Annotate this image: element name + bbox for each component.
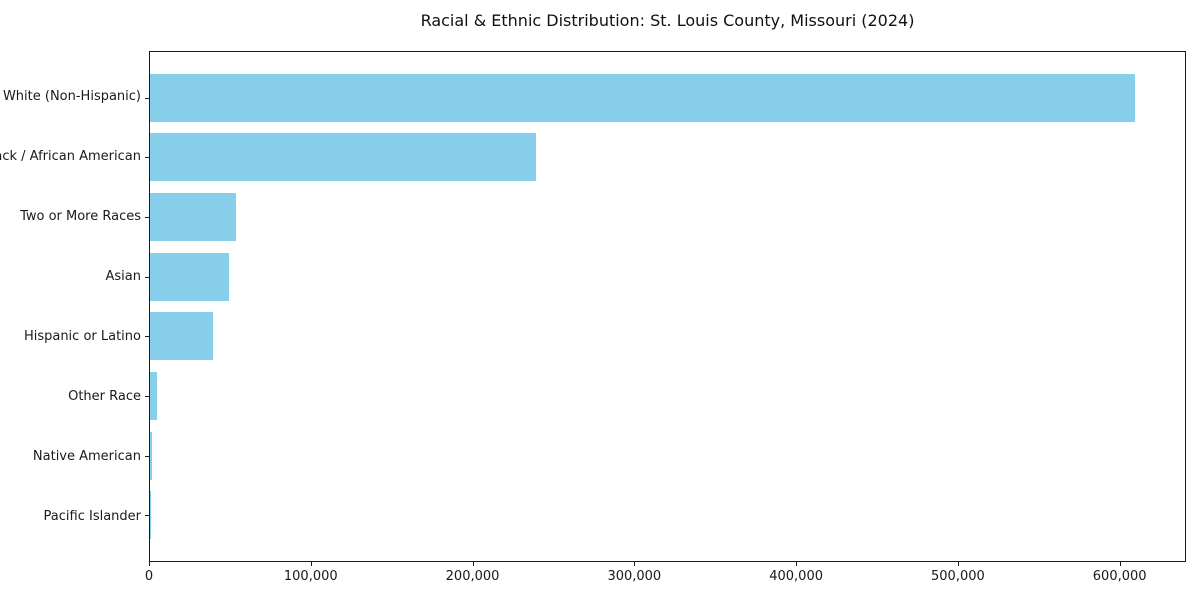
x-tick-label: 300,000 bbox=[607, 569, 662, 584]
bar-row bbox=[145, 485, 1185, 545]
bar-row bbox=[145, 187, 1185, 247]
y-tick-mark bbox=[145, 395, 149, 397]
y-axis-label: Other Race bbox=[68, 388, 141, 404]
bar-row bbox=[145, 307, 1185, 367]
chart-title: Racial & Ethnic Distribution: St. Louis … bbox=[420, 11, 915, 30]
y-tick-mark bbox=[145, 157, 149, 159]
x-tick-label: 500,000 bbox=[931, 569, 985, 584]
x-tick-mark bbox=[957, 562, 959, 566]
bar bbox=[150, 371, 158, 420]
x-tick-label: 100,000 bbox=[283, 569, 338, 584]
x-tick-label: 0 bbox=[144, 569, 154, 584]
y-tick-mark bbox=[145, 336, 149, 338]
bar bbox=[150, 133, 536, 182]
bar bbox=[150, 193, 236, 242]
x-axis: 0 100,000 200,000 300,000 400,000 500,000 600,… bbox=[145, 562, 1186, 592]
y-axis-labels: White (Non-Hispanic) Black / African Amer… bbox=[0, 51, 141, 562]
x-tick-label: 200,000 bbox=[445, 569, 500, 584]
y-axis-label: Pacific Islander bbox=[43, 508, 141, 524]
bar-row bbox=[145, 247, 1185, 307]
bar bbox=[150, 312, 213, 361]
y-axis-label: Asian bbox=[105, 269, 141, 285]
y-axis-label: Hispanic or Latino bbox=[23, 328, 141, 344]
y-axis-label: Black / African American bbox=[0, 149, 141, 165]
y-tick-mark bbox=[145, 455, 149, 457]
x-tick-mark bbox=[1119, 562, 1121, 566]
bars-container bbox=[145, 52, 1185, 561]
x-tick-mark bbox=[310, 562, 312, 566]
y-tick-mark bbox=[145, 217, 149, 219]
y-tick-mark bbox=[145, 515, 149, 517]
bar-row bbox=[145, 128, 1185, 188]
bar bbox=[150, 252, 230, 301]
x-tick-mark bbox=[634, 562, 636, 566]
y-axis-label: Native American bbox=[32, 448, 141, 464]
x-tick-mark bbox=[472, 562, 474, 566]
y-axis-label: White (Non-Hispanic) bbox=[2, 89, 141, 105]
y-axis-label: Two or More Races bbox=[20, 209, 141, 225]
x-tick-label: 400,000 bbox=[769, 569, 823, 584]
bar-row bbox=[145, 366, 1185, 426]
bar-row bbox=[145, 426, 1185, 486]
y-tick-mark bbox=[145, 97, 149, 99]
x-tick-label: 600,000 bbox=[1092, 569, 1147, 584]
bar bbox=[150, 431, 152, 480]
x-tick-mark bbox=[796, 562, 798, 566]
x-tick-mark bbox=[149, 562, 150, 566]
bar bbox=[150, 73, 1135, 122]
plot-area bbox=[145, 51, 1186, 562]
y-tick-mark bbox=[145, 276, 149, 278]
bar-row bbox=[145, 68, 1185, 128]
